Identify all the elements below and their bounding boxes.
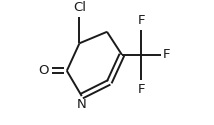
Text: F: F	[138, 83, 145, 96]
Text: F: F	[138, 14, 145, 27]
Text: N: N	[77, 98, 87, 111]
Text: Cl: Cl	[73, 1, 86, 14]
Text: O: O	[39, 64, 49, 77]
Text: F: F	[163, 48, 170, 61]
